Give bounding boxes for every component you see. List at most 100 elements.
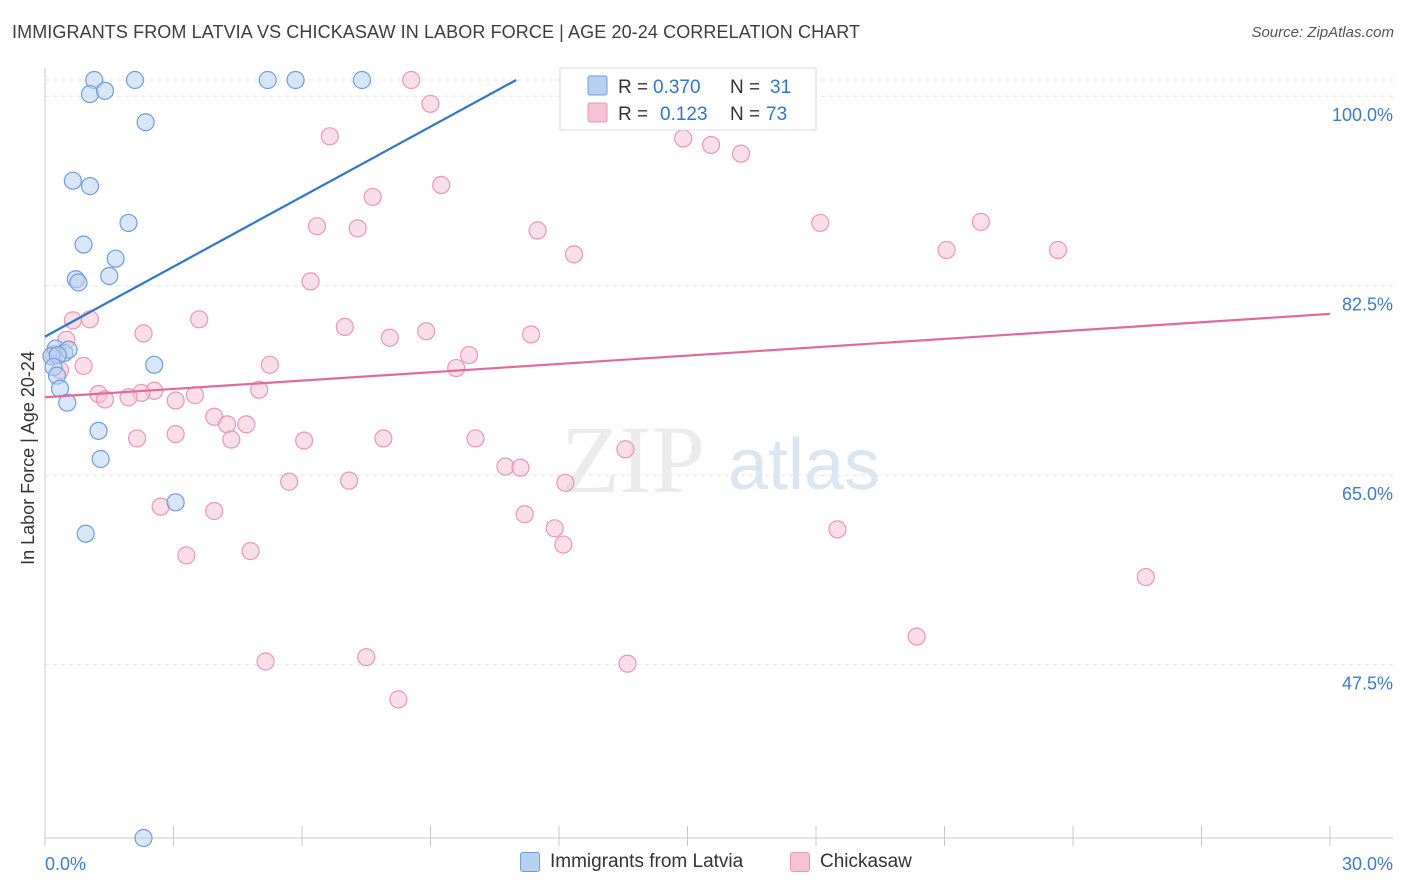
chickasaw-point (731, 144, 751, 163)
latvia-point (286, 70, 305, 90)
chickasaw-point (363, 187, 382, 207)
stats-n-label-latvia: N = (730, 77, 760, 98)
chickasaw-point (380, 328, 399, 347)
chickasaw-point (280, 472, 299, 491)
gridlines (45, 79, 1393, 666)
latvia-point (89, 421, 108, 440)
chickasaw-point (447, 358, 466, 378)
chickasaw-point (522, 325, 541, 344)
chickasaw-point (511, 458, 530, 477)
latvia-point (76, 524, 95, 543)
chickasaw-point (828, 520, 847, 539)
chickasaw-point (432, 175, 451, 195)
chickasaw-point (335, 317, 354, 336)
chickasaw-point (554, 535, 573, 554)
chickasaw-point (222, 430, 241, 449)
latvia-point (352, 70, 372, 90)
trend-lines (44, 79, 1331, 399)
chickasaw-point (616, 440, 635, 459)
chickasaw-point (177, 546, 196, 565)
stats-r-value-latvia: 0.370 (653, 77, 701, 98)
legend-swatch-chickasaw (790, 852, 810, 872)
y-tick-label: 65.0% (1342, 484, 1393, 504)
chickasaw-point (307, 217, 327, 236)
latvia-point (134, 828, 153, 848)
chickasaw-point (237, 415, 256, 434)
latvia-point (80, 84, 100, 104)
x-tick-label-min: 0.0% (45, 854, 86, 874)
x-tick-label-max: 30.0% (1342, 854, 1393, 874)
chickasaw-point (185, 386, 205, 405)
chickasaw-trend-line (44, 312, 1331, 399)
latvia-point (95, 81, 115, 100)
y-tick-label: 100.0% (1332, 105, 1393, 125)
latvia-point (63, 171, 82, 190)
chickasaw-point (389, 690, 408, 709)
latvia-point (69, 273, 88, 292)
chickasaw-point (618, 654, 637, 673)
chickasaw-point (907, 627, 926, 646)
stats-r-label-latvia: R = (618, 77, 648, 98)
chickasaw-point (528, 221, 547, 240)
chickasaw-point (459, 345, 479, 365)
chickasaw-point (545, 519, 564, 538)
latvia-point (166, 493, 185, 512)
chickasaw-point (811, 213, 830, 233)
chickasaw-point (466, 429, 485, 448)
chickasaw-point (1048, 240, 1068, 260)
watermark-atlas: atlas (728, 425, 880, 505)
latvia-point (136, 113, 155, 132)
stats-swatch-latvia (587, 75, 608, 96)
chickasaw-point (134, 324, 153, 343)
stats-n-label-chickasaw: N = (730, 104, 760, 125)
watermark: ZIP atlas (561, 406, 880, 513)
chickasaw-point (421, 94, 440, 113)
chickasaw-point (556, 473, 575, 492)
chickasaw-point (205, 501, 224, 521)
legend-swatch-latvia (520, 852, 540, 872)
watermark-zip: ZIP (561, 406, 705, 513)
latvia-point (91, 449, 110, 469)
chickasaw-point (374, 429, 393, 448)
legend-item-chickasaw[interactable]: Chickasaw (790, 851, 912, 873)
chickasaw-point (971, 212, 991, 231)
latvia-point (74, 235, 93, 254)
latvia-point (119, 213, 138, 233)
y-axis-label: In Labor Force | Age 20-24 (18, 351, 38, 565)
legend-item-latvia[interactable]: Immigrants from Latvia (520, 851, 743, 873)
chickasaw-point (937, 240, 956, 260)
chickasaw-point (701, 135, 721, 155)
chickasaw-point (340, 471, 359, 490)
latvia-points (42, 70, 372, 848)
source-credit: Source: ZipAtlas.com (1251, 24, 1394, 41)
chickasaw-point (127, 429, 147, 448)
chickasaw-point (357, 648, 376, 667)
latvia-trend-line (44, 79, 517, 338)
chickasaw-point (74, 356, 93, 375)
stats-r-value-chickasaw: 0.123 (660, 104, 708, 125)
stats-r-label-chickasaw: R = (618, 104, 648, 125)
chickasaw-point (95, 390, 115, 409)
latvia-point (106, 249, 125, 268)
chickasaw-points (44, 70, 1155, 709)
chickasaw-point (320, 127, 339, 146)
y-tick-label: 82.5% (1342, 295, 1393, 315)
chickasaw-point (166, 391, 185, 410)
chickasaw-point (295, 431, 314, 450)
tick-labels: 47.5% 65.0% 82.5% 100.0% 0.0% 30.0% (45, 105, 1393, 874)
chickasaw-point (166, 424, 185, 444)
latvia-point (145, 355, 164, 374)
stats-n-value-chickasaw: 73 (766, 104, 787, 125)
legend-label-chickasaw: Chickasaw (820, 851, 912, 872)
chickasaw-point (190, 310, 209, 329)
chickasaw-point (217, 415, 237, 434)
chickasaw-point (674, 129, 693, 148)
latvia-point (80, 177, 100, 196)
legend-label-latvia: Immigrants from Latvia (550, 851, 744, 872)
chickasaw-point (1136, 567, 1155, 587)
stats-swatch-chickasaw (587, 102, 608, 123)
stats-legend: R = 0.370 N = 31 R = 0.123 N = 73 (559, 67, 817, 131)
chickasaw-point (260, 355, 279, 374)
latvia-point (125, 70, 145, 90)
